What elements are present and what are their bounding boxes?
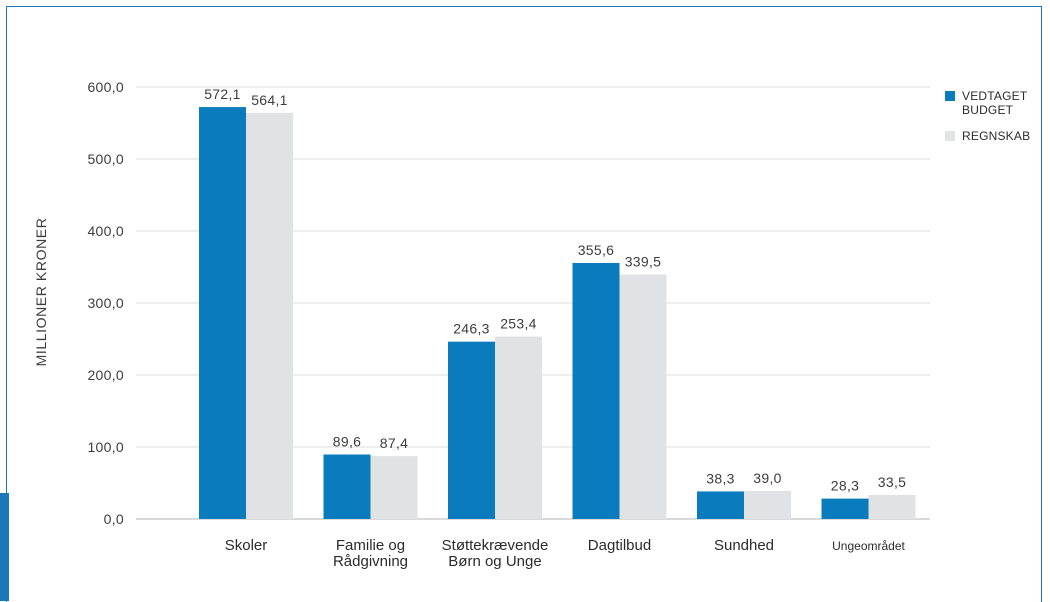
category-label-line: Børn og Unge bbox=[448, 553, 541, 570]
data-label: 572,1 bbox=[204, 86, 241, 102]
data-label: 39,0 bbox=[753, 470, 781, 486]
bar-regnskab bbox=[246, 112, 293, 520]
category-label: Ungeområdet bbox=[832, 539, 905, 553]
bar-vedtaget-budget bbox=[697, 491, 744, 519]
y-tick-label: 200,0 bbox=[87, 367, 124, 383]
data-label: 339,5 bbox=[625, 254, 662, 270]
data-label: 253,4 bbox=[500, 316, 537, 332]
data-label: 87,4 bbox=[380, 435, 408, 451]
category-label: Skoler bbox=[225, 537, 268, 554]
bar-regnskab bbox=[619, 274, 667, 519]
category-label-line: Familie og bbox=[336, 537, 405, 554]
legend-item-regnskab: REGNSKAB bbox=[945, 129, 1045, 143]
y-tick-label: 400,0 bbox=[87, 223, 124, 239]
data-label: 564,1 bbox=[251, 92, 288, 108]
y-axis-title: MILLIONER KRONER bbox=[33, 218, 49, 367]
legend-swatch-regnskab bbox=[945, 131, 955, 141]
category-label-line: Støttekrævende bbox=[442, 537, 549, 554]
y-tick-label: 0,0 bbox=[104, 511, 124, 527]
legend-label-vedtaget-budget: VEDTAGET BUDGET bbox=[962, 89, 1028, 117]
category-label-line: Dagtilbud bbox=[588, 537, 651, 554]
bar-regnskab bbox=[868, 494, 916, 519]
data-label: 355,6 bbox=[578, 242, 615, 258]
bar-regnskab bbox=[495, 336, 542, 519]
edge-accent bbox=[0, 493, 9, 601]
category-label: Støttekrævende Børn og Unge bbox=[442, 537, 549, 570]
category-label: Familie og Rådgivning bbox=[333, 537, 408, 570]
bar-vedtaget-budget bbox=[572, 262, 620, 519]
y-tick-label: 300,0 bbox=[87, 295, 124, 311]
bar-vedtaget-budget bbox=[448, 341, 495, 519]
y-tick-label: 100,0 bbox=[87, 439, 124, 455]
bar-regnskab bbox=[744, 490, 791, 519]
category-label: Sundhed bbox=[714, 537, 774, 554]
legend: VEDTAGET BUDGET REGNSKAB bbox=[945, 89, 1045, 155]
category-label-line: Ungeområdet bbox=[832, 539, 905, 553]
y-tick-label: 600,0 bbox=[87, 79, 124, 95]
bar-vedtaget-budget bbox=[821, 498, 869, 519]
category-label-line: Rådgivning bbox=[333, 553, 408, 570]
category-label-line: Skoler bbox=[225, 537, 268, 554]
category-label: Dagtilbud bbox=[588, 537, 651, 554]
data-label: 246,3 bbox=[453, 321, 490, 337]
legend-item-vedtaget-budget: VEDTAGET BUDGET bbox=[945, 89, 1045, 117]
data-label: 33,5 bbox=[878, 474, 906, 490]
data-label: 89,6 bbox=[333, 433, 361, 449]
legend-swatch-vedtaget-budget bbox=[945, 91, 955, 101]
category-label-line: Sundhed bbox=[714, 537, 774, 554]
bar-regnskab bbox=[370, 456, 418, 519]
chart-frame bbox=[6, 6, 1042, 602]
y-tick-label: 500,0 bbox=[87, 151, 124, 167]
bar-vedtaget-budget bbox=[199, 107, 246, 519]
legend-label-regnskab: REGNSKAB bbox=[962, 129, 1031, 143]
data-label: 38,3 bbox=[706, 470, 734, 486]
data-label: 28,3 bbox=[831, 478, 859, 494]
bar-vedtaget-budget bbox=[323, 454, 371, 519]
